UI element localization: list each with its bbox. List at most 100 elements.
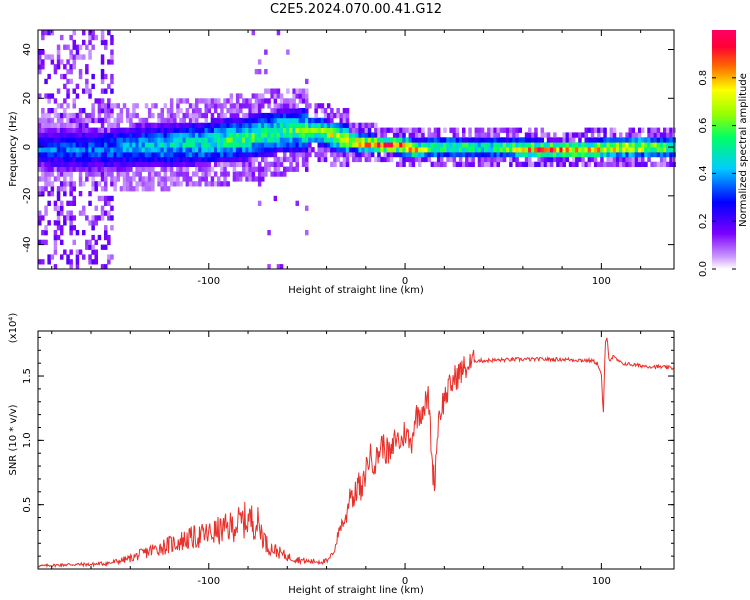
- heatmap-cell: [493, 132, 497, 138]
- heatmap-cell: [66, 44, 70, 50]
- heatmap-cell: [69, 147, 73, 153]
- heatmap-cell: [487, 147, 491, 153]
- heatmap-cell: [198, 181, 202, 187]
- heatmap-cell: [207, 156, 212, 163]
- heatmap-cell: [267, 230, 271, 236]
- heatmap-cell: [286, 49, 290, 55]
- heatmap-cell: [141, 117, 146, 124]
- heatmap-cell: [185, 132, 190, 138]
- heatmap-cell: [248, 122, 252, 128]
- heatmap-cell: [113, 147, 117, 153]
- heatmap-cell: [408, 151, 413, 158]
- heatmap-cell: [317, 103, 321, 109]
- heatmap-cell: [213, 147, 218, 153]
- heatmap-cell: [383, 142, 387, 148]
- heatmap-cell: [663, 132, 667, 138]
- heatmap-cell: [157, 122, 161, 128]
- heatmap-cell: [273, 108, 278, 114]
- heatmap-cell: [261, 98, 265, 104]
- colorbar-gradient: [712, 30, 736, 269]
- heatmap-cell: [207, 103, 212, 109]
- heatmap-cell: [47, 122, 51, 128]
- heatmap-cell: [242, 112, 246, 119]
- heatmap-cell: [392, 142, 397, 148]
- heatmap-cell: [622, 137, 626, 143]
- heatmap-cell: [157, 161, 161, 167]
- heatmap-cell: [213, 171, 218, 177]
- heatmap-cell: [226, 142, 230, 148]
- heatmap-cell: [75, 112, 80, 119]
- heatmap-cell: [110, 132, 114, 138]
- heatmap-cell: [122, 166, 127, 172]
- heatmap-cell: [449, 137, 453, 143]
- heatmap-cell: [47, 200, 51, 206]
- heatmap-cell: [185, 176, 190, 182]
- heatmap-cell: [110, 215, 114, 221]
- heatmap-cell: [107, 132, 111, 138]
- heatmap-cell: [427, 147, 431, 153]
- heatmap-cell: [94, 171, 98, 177]
- heatmap-cell: [125, 112, 130, 119]
- heatmap-cell: [261, 147, 265, 153]
- heatmap-cell: [257, 108, 262, 114]
- heatmap-cell: [606, 142, 610, 148]
- heatmap-cell: [82, 122, 86, 128]
- heatmap-cell: [267, 98, 271, 104]
- heatmap-cell: [41, 151, 45, 158]
- y-tick-label: 40: [22, 43, 33, 56]
- heatmap-cell: [264, 166, 268, 172]
- heatmap-cell: [201, 142, 205, 148]
- heatmap-cell: [144, 127, 149, 133]
- heatmap-cell: [308, 137, 312, 143]
- heatmap-cell: [204, 137, 208, 143]
- heatmap-cell: [232, 108, 237, 114]
- heatmap-cell: [245, 132, 249, 138]
- heatmap-cell: [110, 88, 114, 94]
- heatmap-cell: [502, 142, 507, 148]
- heatmap-cell: [56, 112, 61, 119]
- heatmap-cell: [320, 142, 325, 148]
- heatmap-cell: [528, 156, 532, 163]
- heatmap-cell: [154, 122, 158, 128]
- heatmap-cell: [367, 122, 372, 128]
- heatmap-cell: [100, 215, 105, 221]
- heatmap-cell: [292, 112, 296, 119]
- heatmap-cell: [82, 166, 86, 172]
- heatmap-cell: [239, 127, 243, 133]
- heatmap-cell: [540, 147, 544, 153]
- heatmap-cell: [433, 151, 438, 158]
- heatmap-cell: [110, 73, 114, 80]
- heatmap-cell: [100, 34, 105, 41]
- heatmap-cell: [69, 49, 73, 55]
- heatmap-cell: [449, 151, 453, 158]
- heatmap-cell: [283, 171, 287, 177]
- heatmap-cell: [257, 122, 262, 128]
- heatmap-cell: [138, 181, 142, 187]
- heatmap-cell: [204, 103, 208, 109]
- heatmap-cell: [91, 181, 95, 187]
- heatmap-cell: [653, 142, 658, 148]
- heatmap-cell: [264, 156, 268, 163]
- heatmap-cell: [163, 166, 168, 172]
- heatmap-cell: [82, 30, 86, 36]
- heatmap-cell: [515, 132, 519, 138]
- heatmap-cell: [69, 34, 73, 41]
- heatmap-cell: [50, 151, 55, 158]
- heatmap-cell: [653, 151, 658, 158]
- heatmap-cell: [56, 195, 61, 202]
- heatmap-cell: [352, 156, 356, 163]
- heatmap-cell: [317, 151, 321, 158]
- heatmap-cell: [276, 108, 281, 114]
- heatmap-cell: [641, 151, 645, 158]
- heatmap-cell: [257, 93, 262, 99]
- heatmap-cell: [72, 59, 76, 65]
- heatmap-cell: [63, 161, 67, 167]
- heatmap-cell: [56, 59, 61, 65]
- heatmap-cell: [207, 151, 212, 158]
- heatmap-cell: [515, 127, 519, 133]
- heatmap-cell: [53, 244, 58, 250]
- heatmap-cell: [251, 171, 256, 177]
- heatmap-cell: [339, 117, 343, 124]
